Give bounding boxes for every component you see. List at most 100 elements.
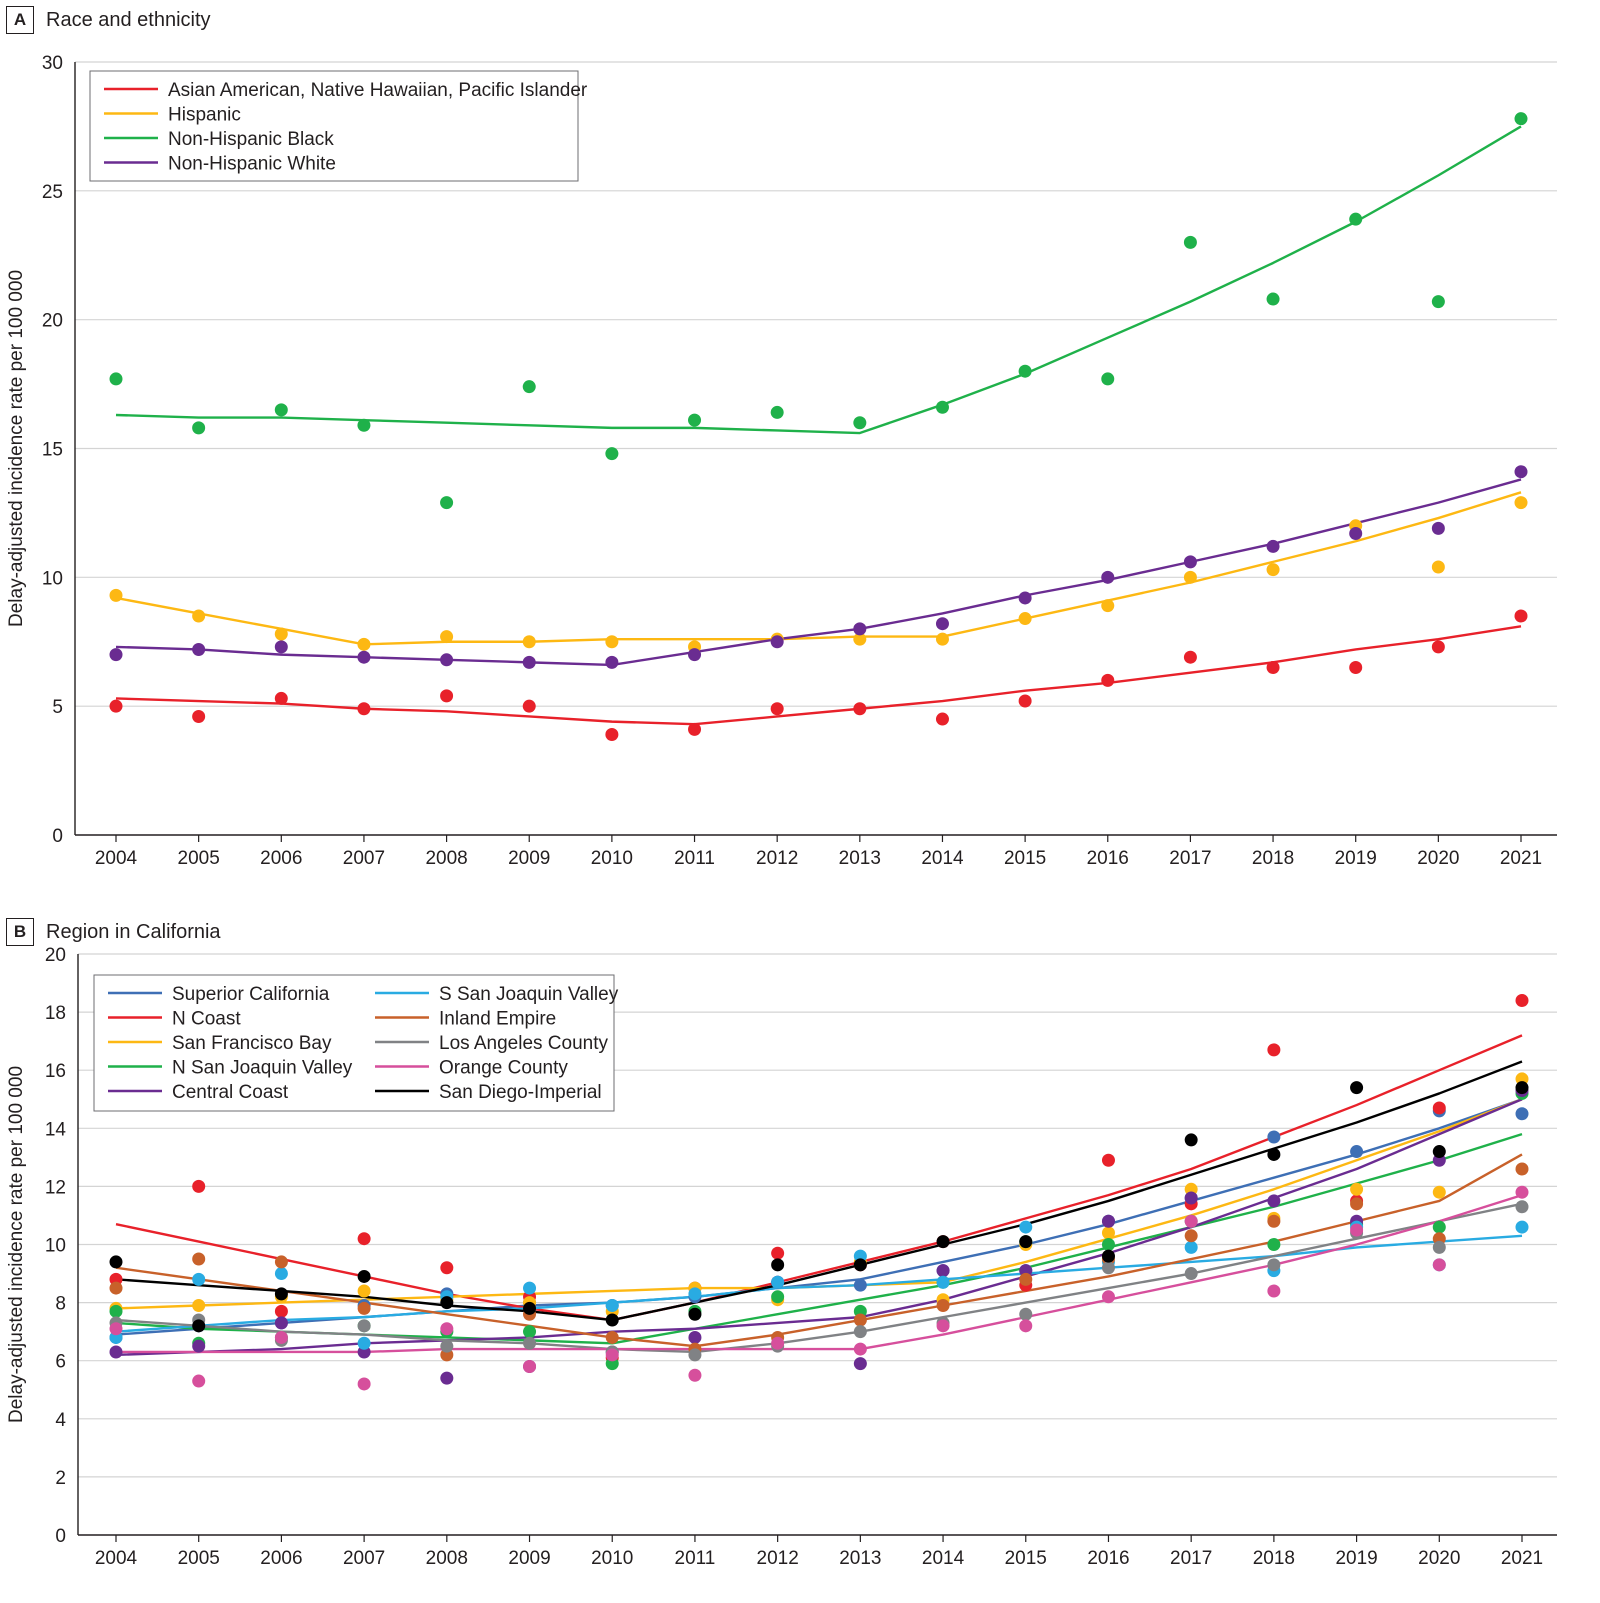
data-point-hispanic [522, 635, 536, 649]
y-tick-label: 5 [52, 697, 63, 718]
y-tick-label: 10 [42, 568, 63, 589]
data-point-asian-american-native-hawaiian-pacific-islander [1431, 640, 1445, 654]
data-point-non-hispanic-black [357, 418, 371, 432]
data-point-superior-california [1515, 1107, 1529, 1121]
data-point-n-coast [1267, 1043, 1281, 1057]
data-point-s-san-joaquin-valley [1515, 1220, 1529, 1234]
panel-letter: A [6, 6, 34, 34]
legend-label: S San Joaquin Valley [439, 984, 619, 1005]
legend-label: Central Coast [172, 1082, 289, 1103]
data-point-central-coast [440, 1371, 454, 1385]
data-point-n-san-joaquin-valley [1267, 1238, 1281, 1251]
y-tick-label: 15 [42, 440, 63, 461]
x-tick-label: 2017 [1169, 848, 1211, 869]
data-point-orange-county [1019, 1319, 1033, 1333]
data-point-non-hispanic-white [605, 655, 619, 669]
trend-line-hispanic [115, 491, 1522, 646]
x-tick-label: 2019 [1335, 1548, 1377, 1569]
data-point-non-hispanic-white [274, 640, 288, 654]
data-point-inland-empire [1184, 1229, 1198, 1243]
data-point-san-diego-imperial [274, 1287, 288, 1301]
panel-letter: B [6, 918, 34, 946]
data-point-n-san-joaquin-valley [1101, 1238, 1115, 1251]
data-point-central-coast [1267, 1194, 1281, 1208]
data-point-non-hispanic-white [1183, 555, 1197, 569]
data-point-san-diego-imperial [1432, 1145, 1446, 1159]
y-tick-label: 25 [42, 182, 63, 203]
data-point-asian-american-native-hawaiian-pacific-islander [1514, 609, 1528, 623]
y-tick-label: 0 [55, 1526, 66, 1547]
data-point-san-diego-imperial [1101, 1249, 1115, 1263]
y-tick-label: 2 [55, 1468, 66, 1489]
data-point-asian-american-native-hawaiian-pacific-islander [1266, 661, 1280, 675]
y-axis-label: Delay-adjusted incidence rate per 100 00… [6, 270, 27, 627]
data-point-san-diego-imperial [440, 1296, 454, 1310]
data-point-inland-empire [1019, 1272, 1033, 1286]
x-tick-label: 2008 [426, 1548, 468, 1569]
x-tick-label: 2004 [95, 1548, 138, 1569]
y-tick-label: 4 [55, 1410, 66, 1431]
data-point-s-san-joaquin-valley [936, 1275, 950, 1289]
y-tick-label: 16 [45, 1061, 66, 1082]
data-point-central-coast [688, 1330, 702, 1344]
data-point-los-angeles-county [440, 1339, 454, 1353]
data-point-non-hispanic-white [522, 655, 536, 669]
data-point-hispanic [1018, 612, 1032, 626]
data-point-n-san-joaquin-valley [1432, 1220, 1446, 1234]
data-point-non-hispanic-black [192, 421, 206, 435]
data-point-non-hispanic-white [688, 648, 702, 662]
x-tick-label: 2012 [757, 1548, 799, 1569]
legend-label: Superior California [172, 984, 330, 1005]
y-tick-label: 6 [55, 1352, 66, 1373]
data-point-asian-american-native-hawaiian-pacific-islander [192, 709, 206, 723]
data-point-central-coast [853, 1357, 867, 1371]
data-point-hispanic [192, 609, 206, 623]
trend-line-n-coast [115, 1034, 1523, 1322]
data-point-orange-county [853, 1342, 867, 1356]
data-point-n-coast [1432, 1101, 1446, 1115]
legend-label: N San Joaquin Valley [172, 1058, 353, 1079]
data-point-san-francisco-bay [1101, 1226, 1115, 1240]
data-point-non-hispanic-black [109, 372, 123, 386]
data-point-los-angeles-county [1101, 1261, 1115, 1275]
data-point-central-coast [192, 1339, 206, 1353]
data-point-asian-american-native-hawaiian-pacific-islander [357, 702, 371, 716]
data-point-hispanic [1183, 570, 1197, 584]
data-point-n-coast [1101, 1153, 1115, 1167]
trend-line-n-san-joaquin-valley [115, 1132, 1523, 1345]
x-tick-label: 2004 [95, 848, 138, 869]
x-tick-label: 2021 [1500, 848, 1542, 869]
y-tick-label: 20 [45, 945, 66, 966]
y-tick-label: 18 [45, 1003, 66, 1024]
data-point-non-hispanic-white [357, 650, 371, 664]
data-point-san-diego-imperial [1019, 1235, 1033, 1249]
chart-region: 0 2 4 6 8 10 12 14 16 18 20 2004 2005 2006 2007 2008 200… [6, 945, 1557, 1569]
x-tick-label: 2006 [260, 1548, 302, 1569]
data-point-orange-county [605, 1348, 619, 1362]
data-point-non-hispanic-white [1514, 465, 1528, 479]
x-tick-label: 2012 [756, 848, 798, 869]
data-point-n-coast [274, 1304, 288, 1318]
data-point-orange-county [1432, 1258, 1446, 1272]
data-point-los-angeles-county [1184, 1267, 1198, 1281]
x-tick-label: 2016 [1087, 848, 1129, 869]
legend-label: San Diego-Imperial [439, 1082, 602, 1103]
data-point-orange-county [1350, 1223, 1364, 1237]
data-point-non-hispanic-white [440, 653, 454, 667]
x-tick-label: 2011 [675, 1548, 716, 1569]
panel-race-ethnicity: A Race and ethnicity 0 5 10 15 20 25 30 2004 200… [6, 6, 1557, 869]
legend-label: N Coast [172, 1009, 241, 1030]
chart-race-ethnicity: 0 5 10 15 20 25 30 2004 2005 2006 2007 2008 2009 2010… [6, 53, 1557, 869]
data-point-orange-county [1101, 1290, 1115, 1304]
data-point-superior-california [1350, 1145, 1364, 1159]
data-point-orange-county [440, 1322, 454, 1336]
data-point-hispanic [1431, 560, 1445, 574]
data-point-orange-county [274, 1330, 288, 1344]
data-point-non-hispanic-white [109, 648, 123, 662]
data-point-san-diego-imperial [1267, 1147, 1281, 1161]
data-point-s-san-joaquin-valley [357, 1336, 371, 1350]
panel-region: B Region in California 0 2 4 6 8 10 12 14 16 18 20… [0, 912, 1600, 1603]
data-point-los-angeles-county [1515, 1200, 1529, 1214]
data-point-non-hispanic-black [1431, 295, 1445, 309]
x-tick-label: 2006 [260, 848, 302, 869]
